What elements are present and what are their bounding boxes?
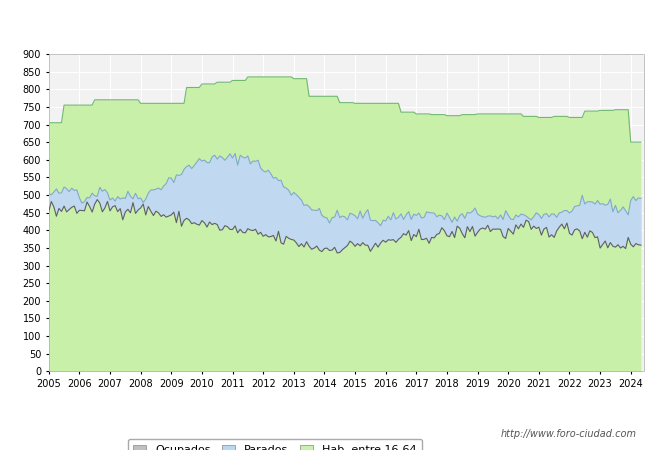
Text: Bellcaire d'Urgell - Evolucion de la poblacion en edad de Trabajar Mayo de 2024: Bellcaire d'Urgell - Evolucion de la pob… — [89, 17, 561, 30]
Text: http://www.foro-ciudad.com: http://www.foro-ciudad.com — [501, 429, 637, 439]
Legend: Ocupados, Parados, Hab. entre 16-64: Ocupados, Parados, Hab. entre 16-64 — [127, 439, 422, 450]
